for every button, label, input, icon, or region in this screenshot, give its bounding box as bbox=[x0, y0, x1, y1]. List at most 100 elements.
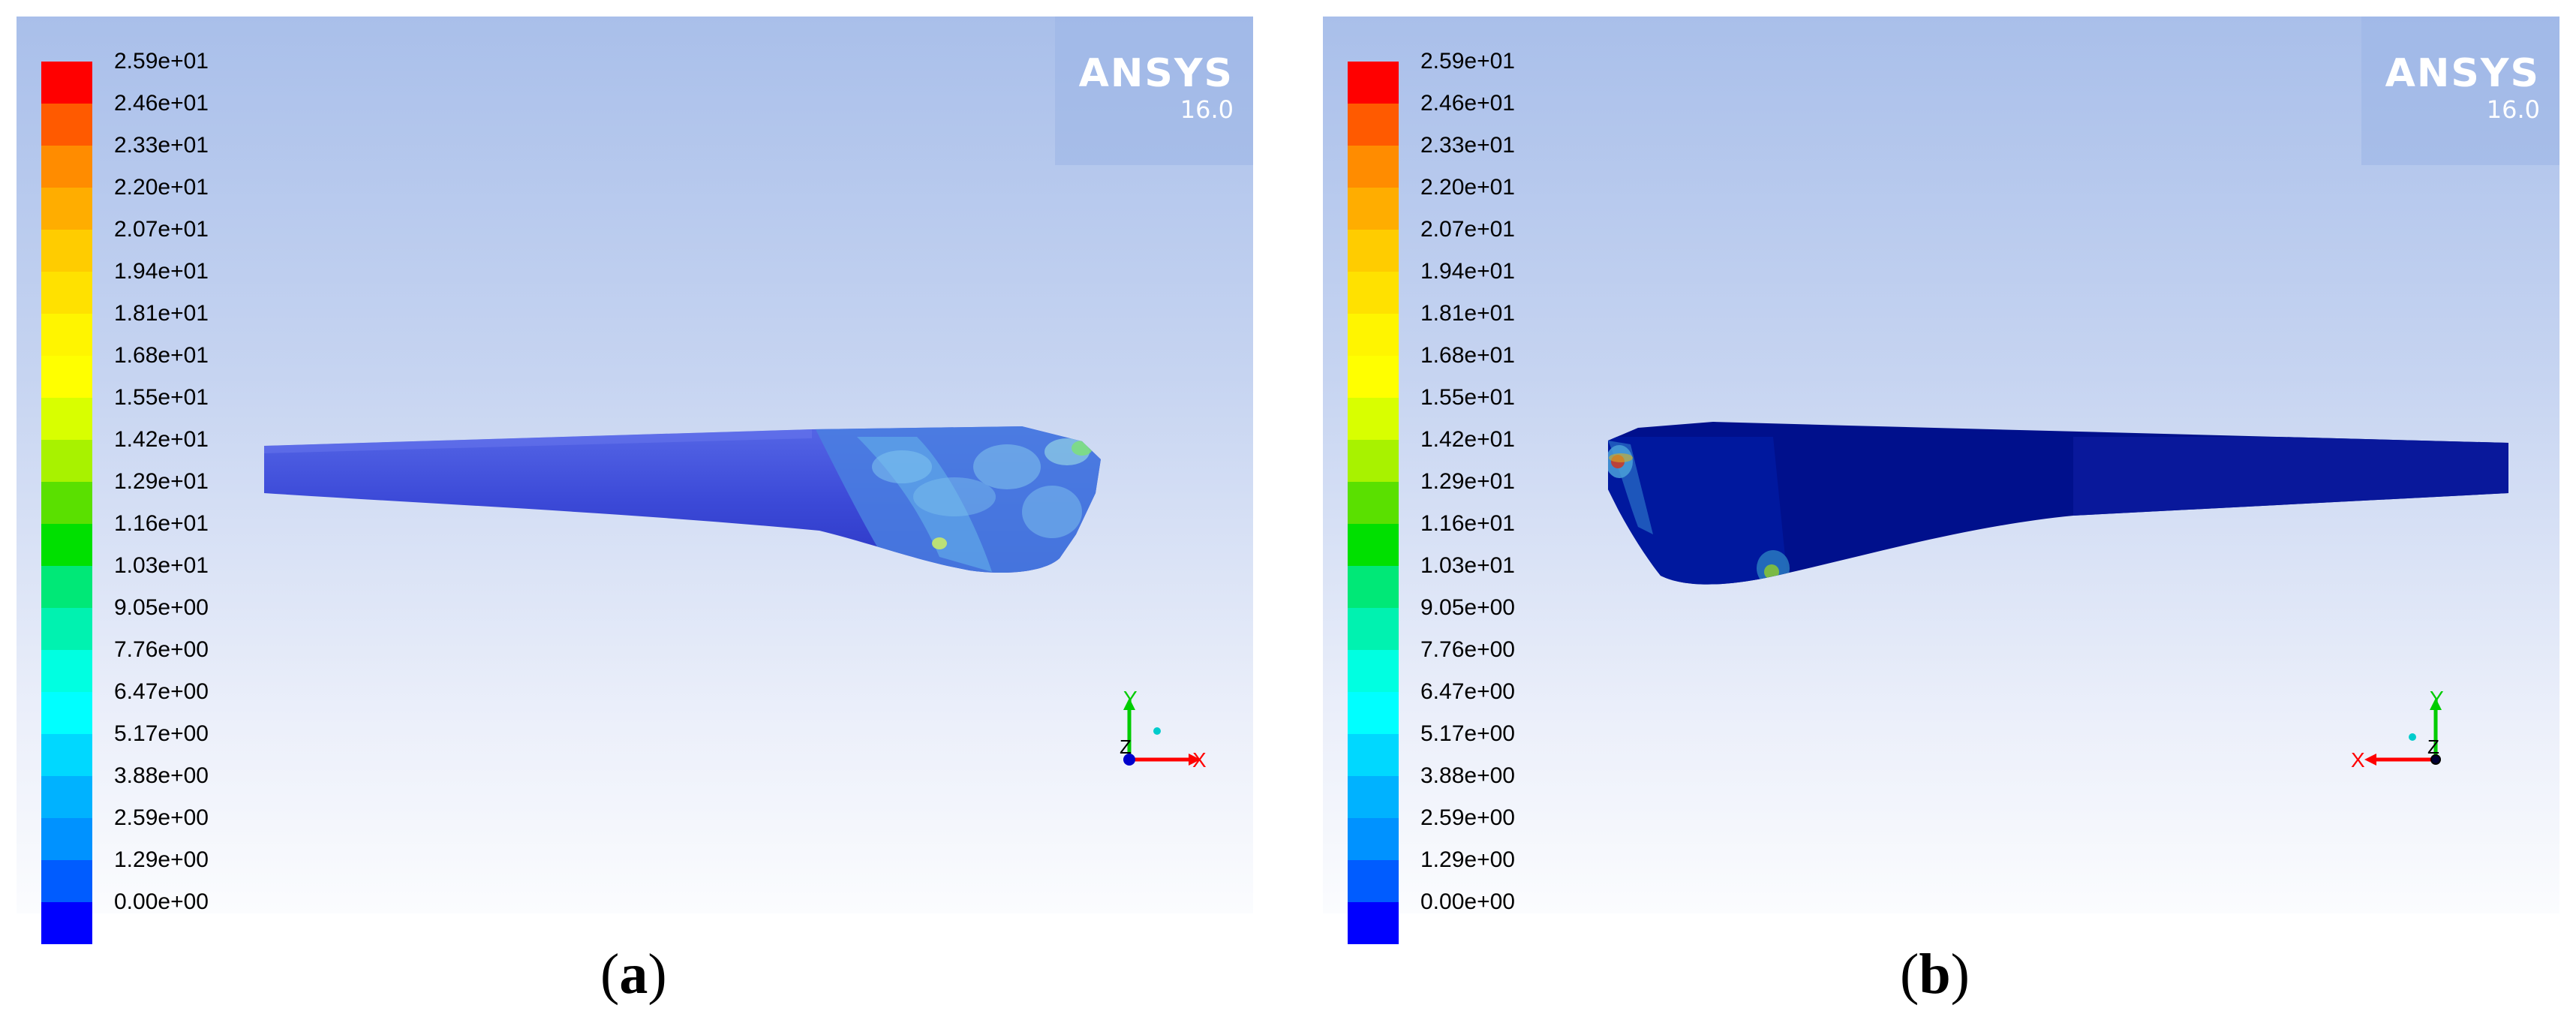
ansys-logo: ANSYS 16.0 bbox=[2361, 17, 2559, 165]
colorbar-segment bbox=[1348, 104, 1399, 146]
colorbar-segment bbox=[1348, 188, 1399, 230]
logo-name: ANSYS bbox=[1078, 51, 1234, 96]
colorbar-tick-label: 1.29e+00 bbox=[1420, 847, 1515, 872]
colorbar-segment bbox=[1348, 230, 1399, 272]
axis-triad: Y X Z bbox=[1120, 687, 1207, 772]
colorbar-segment bbox=[41, 398, 92, 440]
colorbar-segment bbox=[1348, 146, 1399, 188]
colorbar-tick-label: 2.59e+01 bbox=[1420, 49, 1515, 74]
colorbar-segment bbox=[41, 860, 92, 902]
colorbar-segment bbox=[41, 356, 92, 398]
blade-surface bbox=[1608, 422, 2508, 585]
colorbar-tick-label: 2.59e+01 bbox=[114, 49, 209, 74]
caption-close-paren: ) bbox=[648, 943, 667, 1006]
colorbar-segment bbox=[1348, 902, 1399, 944]
colorbar-tick-label: 1.42e+01 bbox=[114, 427, 209, 452]
colorbar-segment bbox=[1348, 482, 1399, 524]
colorbar-tick-label: 2.33e+01 bbox=[114, 133, 209, 158]
colorbar-segment bbox=[41, 776, 92, 818]
caption-b: (b) bbox=[1900, 942, 1970, 1007]
colorbar-tick-label: 1.81e+01 bbox=[1420, 301, 1515, 326]
blade-scene: Y X Z bbox=[264, 426, 1207, 772]
colorbar-tick-label: 2.59e+00 bbox=[114, 805, 209, 830]
colorbar-tick-label: 2.20e+01 bbox=[1420, 175, 1515, 200]
contour-view-a: 2.59e+01 2.46e+01 2.33e+01 2.20e+01 2.07e+01… bbox=[17, 17, 1253, 944]
colorbar-tick-label: 6.47e+00 bbox=[1420, 679, 1515, 704]
colorbar-segment bbox=[1348, 356, 1399, 398]
colorbar-tick-label: 1.94e+01 bbox=[114, 259, 209, 284]
axis-triad: Y X Z bbox=[2351, 687, 2444, 772]
colorbar-segment bbox=[1348, 818, 1399, 860]
colorbar-tick-label: 0.00e+00 bbox=[1420, 889, 1515, 914]
colorbar-tick-label: 6.47e+00 bbox=[114, 679, 209, 704]
colorbar-tick-label: 1.55e+01 bbox=[1420, 385, 1515, 410]
colorbar-tick-label: 9.05e+00 bbox=[1420, 595, 1515, 620]
colorbar-tick-label: 2.07e+01 bbox=[114, 217, 209, 242]
colorbar-segment bbox=[1348, 860, 1399, 902]
colorbar-labels: 2.59e+01 2.46e+01 2.33e+01 2.20e+01 2.07e+01… bbox=[1420, 49, 1616, 914]
colorbar-segment bbox=[1348, 398, 1399, 440]
colorbar-tick-label: 2.46e+01 bbox=[114, 91, 209, 116]
colorbar bbox=[1348, 62, 1399, 944]
z-axis-label: Z bbox=[2427, 736, 2439, 758]
caption-letter: a bbox=[619, 943, 648, 1006]
caption-close-paren: ) bbox=[1950, 943, 1970, 1006]
colorbar-segment bbox=[41, 692, 92, 734]
z-axis-label: Z bbox=[1120, 736, 1132, 758]
colorbar-tick-label: 1.29e+01 bbox=[114, 469, 209, 494]
x-axis-label: X bbox=[1192, 748, 1207, 772]
colorbar-tick-label: 3.88e+00 bbox=[114, 763, 209, 788]
colorbar-tick-label: 1.42e+01 bbox=[1420, 427, 1515, 452]
colorbar-segment bbox=[41, 734, 92, 776]
x-axis-label: X bbox=[2351, 748, 2365, 772]
colorbar-segment bbox=[41, 272, 92, 314]
colorbar-tick-label: 2.33e+01 bbox=[1420, 133, 1515, 158]
colorbar-tick-label: 1.03e+01 bbox=[1420, 553, 1515, 578]
caption-open-paren: ( bbox=[600, 943, 620, 1006]
logo-version: 16.0 bbox=[2486, 95, 2540, 124]
colorbar-segment bbox=[41, 62, 92, 104]
colorbar-segment bbox=[1348, 566, 1399, 608]
caption-a: (a) bbox=[600, 942, 667, 1007]
caption-letter: b bbox=[1919, 943, 1951, 1006]
logo-name: ANSYS bbox=[2385, 51, 2540, 96]
colorbar-tick-label: 3.88e+00 bbox=[1420, 763, 1515, 788]
colorbar-segment bbox=[41, 104, 92, 146]
colorbar-tick-label: 7.76e+00 bbox=[114, 637, 209, 662]
colorbar-segment bbox=[1348, 734, 1399, 776]
colorbar-tick-label: 1.16e+01 bbox=[1420, 511, 1515, 536]
colorbar-segment bbox=[41, 230, 92, 272]
colorbar-segment bbox=[41, 440, 92, 482]
colorbar-tick-label: 2.07e+01 bbox=[1420, 217, 1515, 242]
colorbar-tick-label: 1.29e+01 bbox=[1420, 469, 1515, 494]
colorbar-tick-label: 2.59e+00 bbox=[1420, 805, 1515, 830]
colorbar-tick-label: 1.81e+01 bbox=[114, 301, 209, 326]
colorbar-segment bbox=[41, 902, 92, 944]
colorbar-segment bbox=[1348, 272, 1399, 314]
colorbar-segment bbox=[41, 314, 92, 356]
colorbar-tick-label: 1.29e+00 bbox=[114, 847, 209, 872]
contour-view-b: 2.59e+01 2.46e+01 2.33e+01 2.20e+01 2.07e+01… bbox=[1323, 17, 2559, 944]
colorbar-segment bbox=[41, 650, 92, 692]
colorbar-segment bbox=[41, 818, 92, 860]
colorbar-labels: 2.59e+01 2.46e+01 2.33e+01 2.20e+01 2.07e+01… bbox=[114, 49, 309, 914]
colorbar-tick-label: 1.68e+01 bbox=[114, 343, 209, 368]
colorbar-tick-label: 5.17e+00 bbox=[114, 721, 209, 746]
colorbar bbox=[41, 62, 92, 944]
caption-open-paren: ( bbox=[1900, 943, 1919, 1006]
blade-scene: Y X Z bbox=[1608, 422, 2508, 772]
colorbar-tick-label: 9.05e+00 bbox=[114, 595, 209, 620]
logo-version: 16.0 bbox=[1180, 95, 1234, 124]
colorbar-segment bbox=[41, 188, 92, 230]
colorbar-segment bbox=[41, 566, 92, 608]
colorbar-tick-label: 2.46e+01 bbox=[1420, 91, 1515, 116]
colorbar-tick-label: 5.17e+00 bbox=[1420, 721, 1515, 746]
colorbar-segment bbox=[1348, 314, 1399, 356]
colorbar-segment bbox=[41, 524, 92, 566]
y-axis-label: Y bbox=[1123, 687, 1138, 710]
colorbar-segment bbox=[41, 146, 92, 188]
colorbar-tick-label: 2.20e+01 bbox=[114, 175, 209, 200]
colorbar-segment bbox=[1348, 776, 1399, 818]
colorbar-tick-label: 1.03e+01 bbox=[114, 553, 209, 578]
colorbar-tick-label: 1.68e+01 bbox=[1420, 343, 1515, 368]
